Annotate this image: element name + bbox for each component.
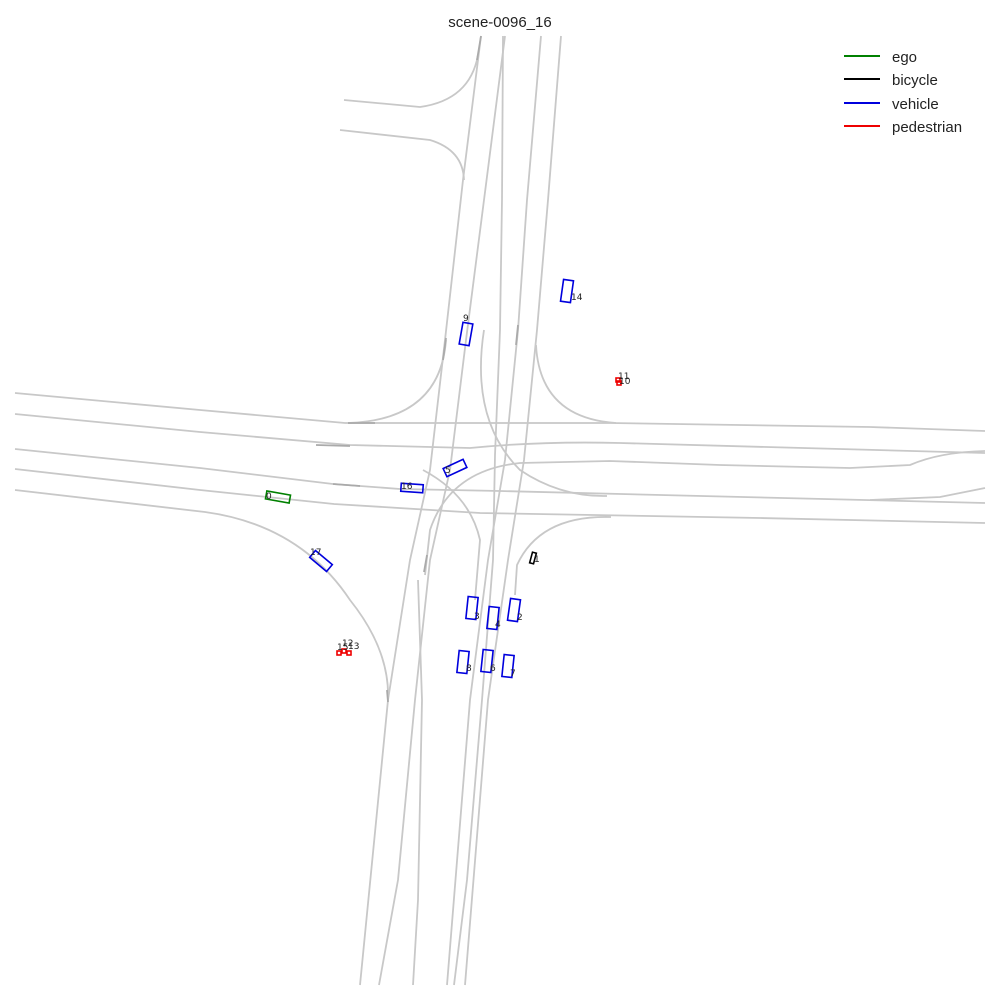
agent-14-box: [559, 278, 575, 304]
agent-12-label: 12: [342, 639, 353, 649]
lane-line: [464, 35, 562, 986]
plot-title: scene-0096_16: [448, 14, 551, 31]
agent-15-box: [336, 650, 342, 656]
agent-0: 0: [264, 490, 292, 504]
legend-entry-pedestrian: pedestrian: [844, 119, 962, 136]
lane-line: [446, 35, 542, 986]
lane-segment: [442, 337, 447, 361]
agent-12-box: [341, 648, 347, 654]
agent-7-label: 7: [510, 669, 516, 679]
agent-1-label: 1: [534, 555, 540, 565]
lane-line: [514, 516, 612, 596]
agent-17-box: [308, 549, 334, 573]
lane-line: [378, 35, 506, 986]
lane-segment: [386, 689, 389, 703]
agent-2: 2: [506, 597, 523, 623]
agent-0-label: 0: [266, 492, 272, 502]
legend-entry-bicycle: bicycle: [844, 72, 938, 89]
agent-4-box: [485, 605, 501, 631]
lane-line: [535, 344, 617, 424]
agent-7-box: [500, 653, 516, 679]
lane-segment: [515, 324, 519, 346]
lane-line: [343, 54, 479, 108]
agent-4-label: 4: [495, 620, 501, 630]
legend-label-pedestrian: pedestrian: [892, 119, 962, 136]
agent-6-label: 6: [490, 664, 496, 674]
lane-line: [14, 489, 389, 701]
agent-11-label: 11: [618, 372, 629, 382]
lane-line: [422, 469, 481, 601]
agent-16-label: 16: [401, 482, 413, 492]
agent-17: 17: [308, 548, 334, 573]
agent-9-box: [458, 321, 474, 347]
agent-13-label: 13: [348, 642, 359, 652]
agent-14-label: 14: [571, 293, 583, 303]
legend-label-bicycle: bicycle: [892, 72, 938, 89]
agent-2-label: 2: [517, 613, 523, 623]
legend-entry-vehicle: vehicle: [844, 96, 939, 113]
lane-line: [14, 468, 986, 524]
lane-segment: [423, 554, 428, 573]
agent-1: 1: [528, 551, 540, 565]
lane-segment: [315, 444, 351, 447]
agent-5-label: 5: [445, 466, 451, 476]
lane-line: [14, 413, 986, 454]
agent-2-box: [506, 597, 522, 623]
lane-line: [869, 487, 986, 501]
lane-line: [453, 35, 504, 986]
agent-10: 10: [616, 377, 631, 387]
agent-9-label: 9: [463, 314, 469, 324]
lane-segment: [332, 483, 361, 487]
lane-line: [424, 450, 986, 576]
agent-8-box: [455, 649, 471, 675]
agent-12: 12: [341, 639, 353, 654]
agent-16: 16: [399, 482, 425, 494]
lane-line: [359, 35, 482, 986]
legend-label-ego: ego: [892, 49, 917, 66]
agent-0-box: [264, 490, 292, 504]
lane-line: [14, 448, 986, 504]
agent-15-label: 15: [337, 643, 348, 653]
legend-entry-ego: ego: [844, 49, 917, 66]
legend-label-vehicle: vehicle: [892, 96, 939, 113]
agent-13-box: [346, 650, 352, 656]
lane-line: [480, 329, 608, 497]
agent-11: 11: [615, 372, 629, 383]
agent-3-box: [464, 595, 480, 621]
agent-15: 15: [336, 643, 348, 656]
agent-5: 5: [442, 458, 468, 478]
agent-6: 6: [479, 648, 496, 674]
lane-map: [14, 35, 986, 986]
lane-line: [412, 579, 423, 986]
agent-14: 14: [559, 278, 583, 304]
agent-3: 3: [464, 595, 480, 622]
agent-7: 7: [500, 653, 516, 679]
agent-17-label: 17: [310, 548, 321, 558]
agent-11-box: [615, 377, 621, 383]
agent-8-label: 8: [466, 664, 472, 674]
agent-16-box: [399, 482, 425, 494]
agent-5-box: [442, 458, 468, 478]
agent-13: 13: [346, 642, 359, 656]
agent-3-label: 3: [474, 612, 480, 622]
agent-10-box: [616, 380, 622, 386]
lane-segment: [476, 35, 482, 61]
agent-4: 4: [485, 605, 501, 631]
lane-line: [14, 392, 986, 432]
agent-9: 9: [458, 314, 474, 347]
legend: ego bicycle vehicle pedestrian: [844, 49, 962, 136]
agent-1-box: [528, 551, 538, 565]
lane-line: [339, 129, 465, 181]
agent-6-box: [479, 648, 495, 674]
agent-10-label: 10: [619, 377, 631, 387]
lane-line: [347, 339, 447, 424]
agent-8: 8: [455, 649, 472, 675]
